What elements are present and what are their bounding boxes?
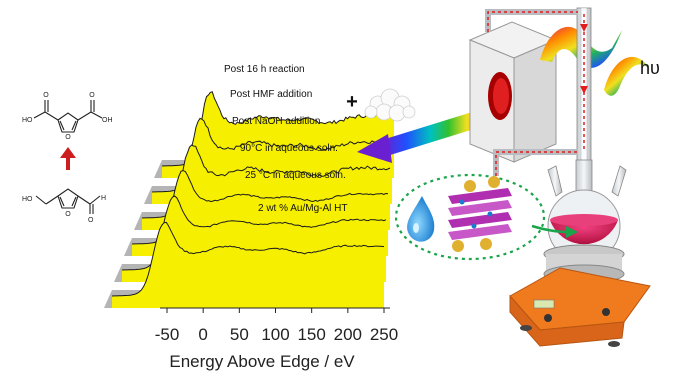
svg-text:OH: OH — [102, 117, 113, 124]
svg-text:HO: HO — [22, 117, 33, 124]
svg-text:O: O — [89, 92, 95, 99]
series-label: 2 wt % Au/Mg-Al HT — [258, 203, 347, 214]
x-tick-label: -50 — [155, 325, 180, 344]
spectrum-trace — [131, 170, 389, 245]
x-tick-label: 200 — [334, 325, 362, 344]
series-label: 25 °C in aqueous soln. — [245, 170, 346, 181]
svg-text:O: O — [65, 211, 71, 218]
light-source-icon — [468, 21, 558, 163]
series-labels: 2 wt % Au/Mg-Al HT 25 °C in aqueous soln.… — [224, 64, 347, 214]
x-tick-label: 100 — [261, 325, 289, 344]
svg-text:H: H — [101, 195, 106, 202]
fdca-molecule-icon — [33, 100, 103, 133]
series-label: Post NaOH addition — [232, 116, 320, 127]
condenser-icon — [485, 7, 592, 176]
series-label: Post HMF addition — [230, 89, 312, 100]
spectrum-trace — [121, 195, 387, 271]
x-tick-label: 0 — [198, 325, 207, 344]
x-tick-label: 250 — [370, 325, 398, 344]
hmf-molecule-icon — [35, 188, 101, 214]
stacked-xanes-spectra — [104, 91, 395, 308]
plus-sign: + — [346, 91, 358, 113]
light-symbol: hυ — [640, 58, 660, 78]
series-label: Post 16 h reaction — [224, 64, 305, 75]
spectrum-area — [112, 222, 384, 308]
magnetic-stirrer-icon — [509, 244, 651, 347]
series-label: 90°C in aqueous soln. — [240, 143, 338, 154]
spectrum-trace — [111, 221, 385, 297]
svg-text:O: O — [43, 92, 49, 99]
x-tick-label: 50 — [230, 325, 249, 344]
x-tick-label: 150 — [297, 325, 325, 344]
x-axis: -50 0 50 100 150 200 250 Energy Above Edge / e… — [155, 307, 398, 371]
layered-hydrotalcite-icon — [448, 176, 512, 252]
x-axis-label: Energy Above Edge / eV — [169, 352, 355, 371]
svg-text:O: O — [65, 134, 71, 141]
svg-text:HO: HO — [22, 196, 33, 203]
water-droplet-icon — [407, 196, 435, 242]
svg-text:O: O — [88, 217, 94, 224]
round-bottom-flask-icon — [547, 159, 627, 263]
spectrum-trace — [141, 144, 391, 219]
catalyst-powder-icon — [364, 88, 416, 122]
up-arrow-icon — [60, 147, 76, 170]
